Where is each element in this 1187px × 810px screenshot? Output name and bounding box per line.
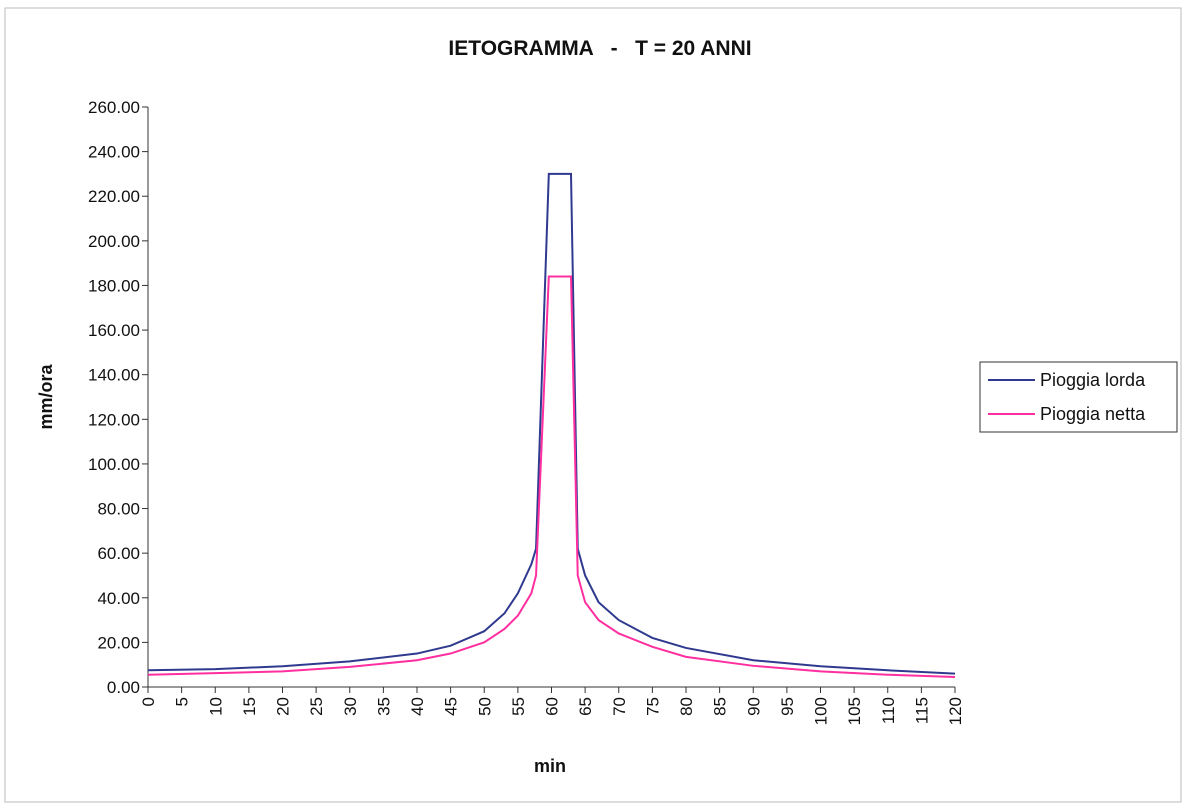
- x-tick-label: 70: [610, 697, 629, 716]
- y-tick-label: 20.00: [97, 633, 140, 652]
- x-tick-label: 100: [812, 697, 831, 725]
- x-tick-label: 30: [341, 697, 360, 716]
- x-tick-label: 65: [576, 697, 595, 716]
- legend-label: Pioggia netta: [1040, 404, 1146, 424]
- y-tick-label: 220.00: [88, 187, 140, 206]
- x-tick-label: 0: [139, 697, 158, 706]
- x-tick-label: 10: [206, 697, 225, 716]
- y-axis-label: mm/ora: [36, 364, 56, 430]
- x-tick-label: 90: [744, 697, 763, 716]
- series-line: [147, 172, 956, 675]
- y-tick-label: 0.00: [107, 678, 140, 697]
- y-tick-label: 40.00: [97, 589, 140, 608]
- x-tick-label: 80: [677, 697, 696, 716]
- y-tick-label: 120.00: [88, 410, 140, 429]
- x-tick-label: 15: [240, 697, 259, 716]
- x-tick-label: 35: [374, 697, 393, 716]
- y-tick-label: 260.00: [88, 98, 140, 117]
- chart-title: IETOGRAMMA - T = 20 ANNI: [448, 37, 751, 60]
- x-tick-label: 120: [946, 697, 965, 725]
- y-tick-label: 180.00: [88, 276, 140, 295]
- x-tick-label: 25: [307, 697, 326, 716]
- x-tick-label: 45: [442, 697, 461, 716]
- legend-box: [979, 361, 1178, 433]
- legend-label: Pioggia lorda: [1040, 370, 1146, 390]
- y-tick-label: 160.00: [88, 321, 140, 340]
- series-line: [147, 275, 956, 678]
- y-tick-label: 100.00: [88, 455, 140, 474]
- x-tick-label: 95: [778, 697, 797, 716]
- x-tick-label: 20: [274, 697, 293, 716]
- x-tick-label: 110: [879, 697, 898, 724]
- x-tick-label: 40: [408, 697, 427, 716]
- x-axis-label: min: [534, 756, 566, 776]
- y-tick-label: 140.00: [88, 366, 140, 385]
- x-tick-label: 105: [845, 697, 864, 725]
- x-tick-label: 85: [711, 697, 730, 716]
- x-tick-label: 75: [643, 697, 662, 716]
- y-tick-label: 60.00: [97, 544, 140, 563]
- x-tick-label: 5: [173, 697, 192, 706]
- y-tick-label: 200.00: [88, 232, 140, 251]
- y-tick-label: 80.00: [97, 500, 140, 519]
- x-tick-label: 60: [543, 697, 562, 716]
- x-tick-label: 50: [475, 697, 494, 716]
- x-tick-label: 115: [912, 697, 931, 724]
- x-tick-label: 55: [509, 697, 528, 716]
- y-tick-label: 240.00: [88, 143, 140, 162]
